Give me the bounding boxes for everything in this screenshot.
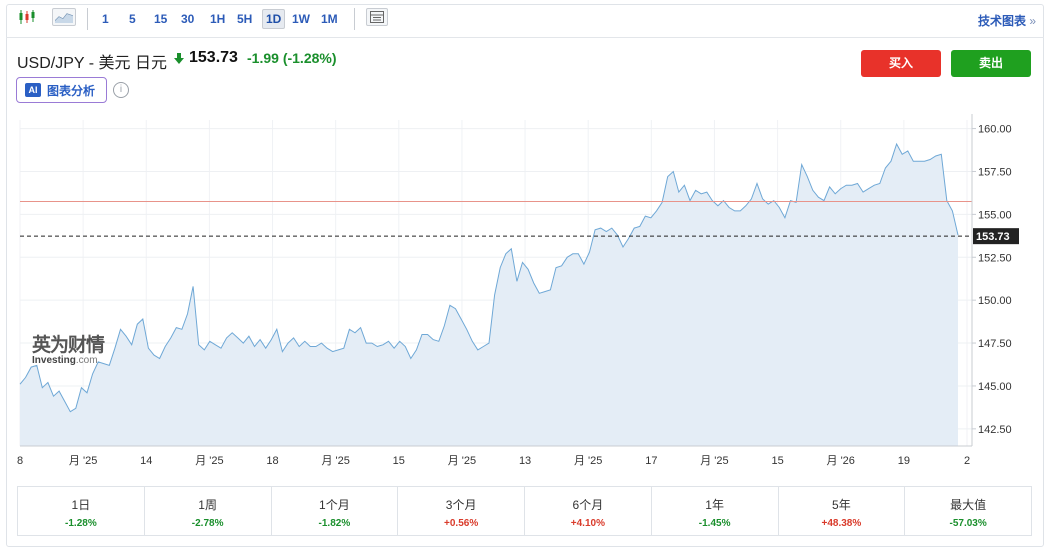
performance-cell[interactable]: 1周 -2.78% xyxy=(145,487,272,535)
timeframe-5h[interactable]: 5H xyxy=(237,12,253,26)
watermark-logo: 英为财情 Investing.com xyxy=(32,330,105,366)
x-tick-label: 2 xyxy=(964,455,970,467)
performance-period: 1个月 xyxy=(319,498,350,512)
performance-table: 1日 -1.28% 1周 -2.78% 1个月 -1.82% 3个月 +0.56% 6个月 +4.… xyxy=(17,486,1032,536)
watermark-en: Investing.com xyxy=(32,355,98,366)
performance-cell[interactable]: 1个月 -1.82% xyxy=(272,487,399,535)
timeframe-1[interactable]: 1 xyxy=(102,12,109,26)
x-tick-label: 14 xyxy=(140,455,152,467)
performance-period: 最大值 xyxy=(950,498,987,512)
x-tick-label: 8 xyxy=(17,455,23,467)
performance-value: -1.82% xyxy=(318,518,351,529)
performance-period: 1周 xyxy=(198,498,217,512)
performance-cell[interactable]: 5年 +48.38% xyxy=(779,487,906,535)
candlestick-chart-icon[interactable] xyxy=(16,8,38,26)
x-tick-label: 18 xyxy=(266,455,278,467)
y-tick-label: 142.50 xyxy=(978,424,1012,436)
performance-period: 1年 xyxy=(705,498,724,512)
performance-value: +48.38% xyxy=(821,518,862,529)
x-tick-label: 月 '25 xyxy=(195,455,223,467)
performance-cell[interactable]: 3个月 +0.56% xyxy=(398,487,525,535)
area-chart-icon[interactable] xyxy=(52,8,76,26)
performance-period: 6个月 xyxy=(572,498,604,512)
y-tick-label: 150.00 xyxy=(978,295,1012,307)
y-tick-label: 157.50 xyxy=(978,166,1012,178)
performance-value: -2.78% xyxy=(191,518,224,529)
x-tick-label: 月 '25 xyxy=(448,455,476,467)
x-tick-label: 月 '25 xyxy=(574,455,602,467)
watermark-cn: 英为财情 xyxy=(32,335,105,356)
x-tick-label: 月 '25 xyxy=(69,455,97,467)
timeframe-15[interactable]: 15 xyxy=(154,12,168,26)
performance-value: -1.28% xyxy=(65,518,97,529)
timeframe-1h[interactable]: 1H xyxy=(210,12,226,26)
y-tick-label: 160.00 xyxy=(978,124,1012,136)
x-tick-label: 月 '25 xyxy=(321,455,349,467)
performance-cell[interactable]: 最大值 -57.03% xyxy=(905,487,1031,535)
x-tick-label: 月 '26 xyxy=(827,455,855,467)
price-area xyxy=(20,144,958,446)
performance-period: 1日 xyxy=(71,498,91,512)
table-view-icon[interactable] xyxy=(366,8,388,26)
timeframe-1m[interactable]: 1M xyxy=(321,12,338,26)
performance-cell[interactable]: 6个月 +4.10% xyxy=(525,487,652,535)
performance-cell[interactable]: 1年 -1.45% xyxy=(652,487,779,535)
x-tick-label: 19 xyxy=(898,455,910,467)
ai-icon: AI xyxy=(25,83,41,97)
technical-chart-link[interactable]: 技术图表 » xyxy=(977,14,1036,28)
y-tick-label: 145.00 xyxy=(978,381,1012,393)
chart-toolbar xyxy=(6,4,1044,38)
y-tick-label: 155.00 xyxy=(978,209,1012,221)
performance-cell[interactable]: 1日 -1.28% xyxy=(18,487,145,535)
price-line xyxy=(19,142,959,413)
performance-period: 5年 xyxy=(832,498,851,512)
ai-chart-analysis-button[interactable]: AI 图表分析 xyxy=(16,77,107,103)
performance-period: 3个月 xyxy=(445,498,477,512)
last-price-tag xyxy=(973,228,1019,245)
timeframe-1d[interactable]: 1D xyxy=(262,9,286,29)
performance-value: -1.45% xyxy=(698,518,731,529)
down-arrow-icon xyxy=(174,53,184,64)
y-tick-label: 152.50 xyxy=(978,252,1012,264)
ai-chart-analysis-label: 图表分析 xyxy=(47,83,96,98)
toolbar-divider xyxy=(354,8,355,30)
toolbar-divider xyxy=(87,8,88,30)
performance-value: -57.03% xyxy=(949,518,987,529)
performance-value: +0.56% xyxy=(444,518,479,529)
last-price-tag-label: 153.73 xyxy=(976,231,1010,243)
x-tick-label: 13 xyxy=(519,455,531,467)
performance-value: +4.10% xyxy=(570,518,605,529)
y-tick-label: 147.50 xyxy=(978,338,1012,350)
last-price: 153.73 xyxy=(189,49,238,66)
chart-widget-frame xyxy=(6,4,1044,547)
timeframe-30[interactable]: 30 xyxy=(181,12,195,26)
info-icon[interactable]: i xyxy=(113,82,129,98)
buy-button[interactable]: 买入 xyxy=(861,50,941,77)
sell-button[interactable]: 卖出 xyxy=(951,50,1031,77)
x-tick-label: 15 xyxy=(393,455,405,467)
x-tick-label: 15 xyxy=(771,455,783,467)
x-tick-label: 月 '25 xyxy=(700,455,728,467)
x-tick-label: 17 xyxy=(645,455,657,467)
timeframe-1w[interactable]: 1W xyxy=(292,12,310,26)
price-change: -1.99 (-1.28%) xyxy=(247,50,337,66)
pair-title: USD/JPY - 美元 日元 xyxy=(17,55,167,72)
timeframe-5[interactable]: 5 xyxy=(129,12,136,26)
